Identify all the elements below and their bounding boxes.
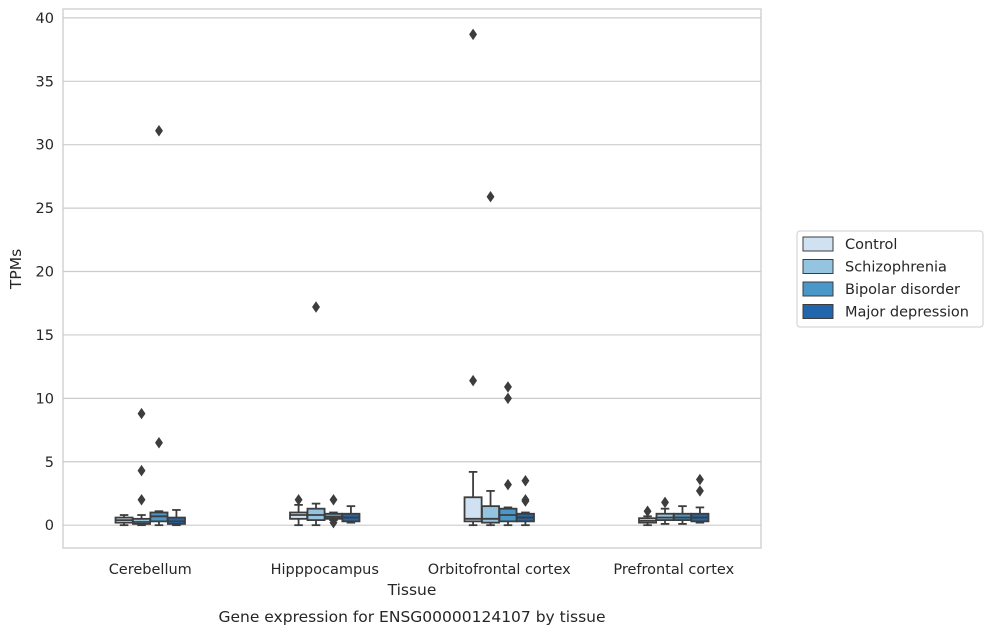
y-tick-label: 25 (36, 201, 54, 217)
outlier-point (137, 464, 146, 477)
y-tick-label: 5 (45, 455, 54, 471)
y-axis-label: TPMs (7, 249, 25, 290)
box-control-prefrontal-cortex (638, 515, 658, 527)
box-control-hipppocampus (289, 503, 309, 527)
chart-title: Gene expression for ENSG00000124107 by t… (218, 608, 605, 626)
outlier-point (137, 494, 146, 506)
x-tick-label: Hipppocampus (271, 562, 379, 578)
legend-swatch (802, 281, 834, 297)
outlier-point (294, 494, 303, 506)
box-bipolar-disorder-prefrontal-cortex (673, 505, 692, 525)
y-tick-label: 40 (36, 11, 54, 27)
outlier-point (643, 505, 652, 517)
outlier-point (469, 374, 478, 387)
box-schizophrenia-prefrontal-cortex (655, 507, 675, 525)
box-bipolar-disorder-orbitofrontal-cortex (498, 506, 518, 527)
outlier-point (661, 496, 669, 509)
outlier-point (155, 437, 163, 449)
x-axis-label: Tissue (387, 581, 437, 599)
outlier-point (312, 301, 320, 313)
box-schizophrenia-orbitofrontal-cortex (481, 490, 500, 527)
legend: Control Schizophrenia Bipolar disorder Majo… (796, 230, 984, 328)
boxes (114, 471, 710, 527)
legend-label: Bipolar disorder (845, 282, 960, 298)
box-major-depression-hipppocampus (341, 505, 361, 524)
outlier-point (695, 485, 704, 497)
box-major-depression-orbitofrontal-cortex (515, 511, 535, 527)
outlier-point (155, 125, 163, 137)
y-tick-labels: 0 5 10 15 20 25 30 35 40 (36, 11, 54, 534)
outlier-point (486, 190, 495, 203)
box-control-cerebellum (114, 514, 134, 527)
outlier-point (329, 494, 338, 506)
box-bipolar-disorder-cerebellum (149, 510, 169, 527)
legend-swatch (802, 304, 834, 319)
legend-label: Schizophrenia (845, 260, 947, 276)
y-tick-label: 35 (36, 74, 54, 90)
outlier-point (504, 381, 512, 393)
y-tick-label: 0 (45, 518, 54, 534)
y-tick-label: 15 (36, 328, 54, 344)
x-tick-label: Prefrontal cortex (613, 562, 734, 578)
outlier-point (695, 473, 704, 486)
box-major-depression-prefrontal-cortex (690, 506, 710, 524)
legend-frame (796, 230, 984, 328)
outliers (137, 28, 704, 529)
outlier-point (521, 494, 530, 506)
y-tick-label: 10 (36, 391, 54, 407)
y-gridlines (63, 17, 761, 526)
x-tick-label: Orbitofrontal cortex (428, 562, 571, 578)
legend-label: Control (845, 237, 897, 253)
y-tick-label: 30 (36, 138, 54, 154)
box-body (481, 505, 500, 524)
x-tick-labels: Cerebellum Hipppocampus Orbitofrontal cort… (109, 562, 735, 578)
outlier-point (469, 28, 478, 41)
box-schizophrenia-hipppocampus (306, 502, 326, 527)
outlier-point (329, 516, 338, 529)
box-control-orbitofrontal-cortex (463, 471, 483, 527)
box-major-depression-cerebellum (166, 509, 186, 527)
outlier-point (521, 475, 530, 487)
outlier-point (137, 407, 146, 420)
legend-swatch (802, 259, 834, 274)
legend-swatch (802, 236, 834, 252)
x-tick-label: Cerebellum (109, 562, 192, 578)
outlier-point (504, 478, 512, 491)
outlier-point (504, 392, 512, 405)
y-tick-label: 20 (36, 265, 54, 281)
box-body (463, 496, 483, 523)
box-schizophrenia-cerebellum (132, 514, 151, 527)
legend-label: Major depression (845, 305, 969, 321)
plot-area-frame (62, 8, 762, 549)
